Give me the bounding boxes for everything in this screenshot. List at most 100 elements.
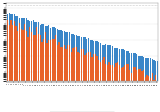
Bar bbox=[124, 50, 125, 112]
Bar bbox=[88, 52, 89, 112]
Bar bbox=[124, 65, 125, 112]
Bar bbox=[138, 56, 139, 112]
Bar bbox=[131, 73, 132, 112]
Bar bbox=[143, 70, 144, 112]
Bar bbox=[53, 27, 55, 112]
Bar bbox=[98, 42, 99, 112]
Bar bbox=[114, 67, 115, 112]
Bar bbox=[108, 62, 110, 112]
Bar bbox=[126, 51, 127, 112]
Bar bbox=[40, 35, 41, 112]
Bar bbox=[105, 44, 106, 112]
Bar bbox=[74, 47, 75, 112]
Bar bbox=[10, 20, 12, 112]
Bar bbox=[153, 60, 155, 112]
Bar bbox=[155, 75, 156, 112]
Bar bbox=[148, 76, 149, 112]
Bar bbox=[21, 29, 22, 112]
Bar bbox=[55, 35, 56, 112]
Bar bbox=[15, 16, 17, 112]
Bar bbox=[60, 47, 61, 112]
Bar bbox=[26, 31, 27, 112]
Bar bbox=[95, 54, 96, 112]
Bar bbox=[76, 47, 77, 112]
Bar bbox=[8, 13, 10, 112]
Bar bbox=[81, 49, 82, 112]
Bar bbox=[38, 34, 39, 112]
Bar bbox=[150, 58, 151, 112]
Bar bbox=[69, 32, 70, 112]
Bar bbox=[93, 41, 94, 112]
Bar bbox=[50, 28, 51, 112]
Bar bbox=[115, 48, 117, 112]
Bar bbox=[133, 53, 134, 112]
Bar bbox=[152, 73, 153, 112]
Bar bbox=[89, 52, 91, 112]
Bar bbox=[55, 28, 56, 112]
Bar bbox=[41, 42, 43, 112]
Bar bbox=[24, 18, 25, 112]
Bar bbox=[86, 39, 87, 112]
Bar bbox=[88, 38, 89, 112]
Bar bbox=[45, 32, 46, 112]
Bar bbox=[64, 45, 65, 112]
Bar bbox=[62, 47, 63, 112]
Bar bbox=[14, 21, 15, 112]
Bar bbox=[36, 23, 37, 112]
Bar bbox=[119, 65, 120, 112]
Bar bbox=[29, 27, 31, 112]
Bar bbox=[28, 37, 29, 112]
Bar bbox=[43, 39, 44, 112]
Bar bbox=[146, 58, 148, 112]
Bar bbox=[52, 39, 53, 112]
Bar bbox=[140, 69, 141, 112]
Bar bbox=[71, 34, 72, 112]
Bar bbox=[114, 48, 115, 112]
Bar bbox=[33, 20, 34, 112]
Bar bbox=[26, 18, 27, 112]
Bar bbox=[22, 18, 24, 112]
Bar bbox=[145, 58, 146, 112]
Bar bbox=[141, 71, 143, 112]
Bar bbox=[12, 14, 13, 112]
Bar bbox=[105, 64, 106, 112]
Bar bbox=[136, 54, 137, 112]
Bar bbox=[19, 18, 20, 112]
Bar bbox=[31, 21, 32, 112]
Bar bbox=[31, 32, 32, 112]
Bar bbox=[67, 45, 68, 112]
Bar bbox=[62, 31, 63, 112]
Bar bbox=[28, 20, 29, 112]
Bar bbox=[122, 67, 124, 112]
Bar bbox=[29, 21, 31, 112]
Bar bbox=[86, 53, 87, 112]
Bar bbox=[40, 25, 41, 112]
Bar bbox=[102, 44, 103, 112]
Bar bbox=[96, 41, 98, 112]
Bar bbox=[77, 52, 79, 112]
Bar bbox=[38, 22, 39, 112]
Bar bbox=[67, 32, 68, 112]
Bar bbox=[14, 14, 15, 112]
Bar bbox=[140, 56, 141, 112]
Bar bbox=[138, 69, 139, 112]
Bar bbox=[48, 40, 49, 112]
Bar bbox=[57, 45, 58, 112]
Bar bbox=[117, 48, 118, 112]
Bar bbox=[110, 65, 112, 112]
Bar bbox=[7, 20, 8, 112]
Bar bbox=[146, 75, 148, 112]
Bar bbox=[136, 70, 137, 112]
Bar bbox=[98, 60, 99, 112]
Bar bbox=[103, 57, 105, 112]
Bar bbox=[45, 26, 46, 112]
Bar bbox=[110, 45, 112, 112]
Bar bbox=[60, 30, 61, 112]
Bar bbox=[77, 36, 79, 112]
Bar bbox=[84, 55, 86, 112]
Bar bbox=[34, 34, 36, 112]
Bar bbox=[41, 24, 43, 112]
Bar bbox=[57, 29, 58, 112]
Bar bbox=[155, 61, 156, 112]
Bar bbox=[89, 40, 91, 112]
